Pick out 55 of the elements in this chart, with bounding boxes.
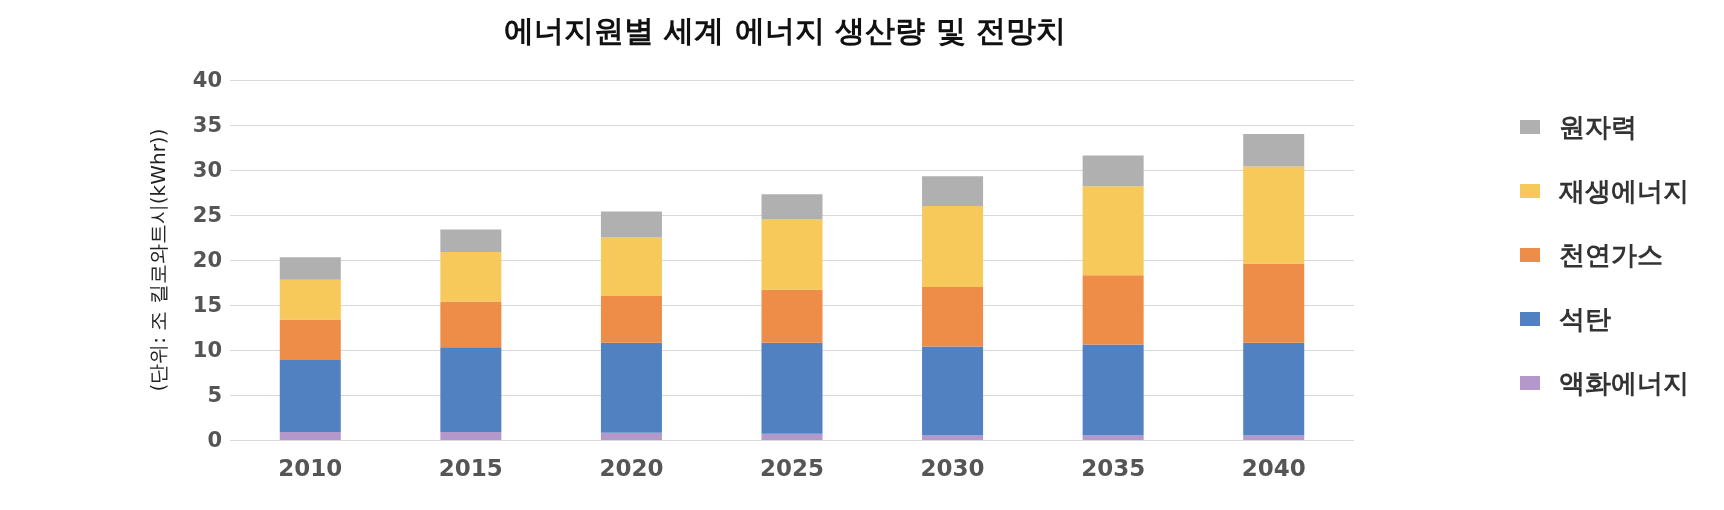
bar — [279, 279, 341, 320]
bar — [761, 219, 823, 290]
bar — [440, 301, 502, 348]
bar — [761, 433, 823, 440]
y-tick-label: 0 — [207, 428, 222, 452]
bar — [279, 319, 341, 360]
bar — [761, 342, 823, 434]
bar — [279, 359, 341, 432]
bar — [600, 342, 662, 433]
bar — [279, 431, 341, 440]
legend-label: 원자력 — [1559, 112, 1637, 142]
bar — [1243, 134, 1305, 167]
y-axis-title: (단위: 조 킬로와트시(kWhr)) — [146, 128, 170, 392]
x-tick-label: 2015 — [438, 454, 503, 481]
bar — [922, 206, 984, 287]
x-tick-label: 2020 — [599, 454, 664, 481]
bar — [1243, 166, 1305, 264]
bar — [440, 229, 502, 252]
x-tick-label: 2010 — [278, 454, 343, 481]
legend-label: 석탄 — [1559, 304, 1611, 334]
legend-label: 액화에너지 — [1559, 368, 1689, 398]
x-tick-label: 2025 — [759, 454, 825, 481]
x-tick-label: 2030 — [920, 454, 985, 481]
bar — [440, 347, 502, 432]
bar — [1082, 275, 1144, 345]
x-tick-label: 2035 — [1081, 454, 1146, 481]
bar — [761, 289, 823, 343]
y-tick-label: 20 — [192, 248, 222, 272]
bar — [1082, 186, 1144, 276]
y-tick-label: 25 — [192, 203, 222, 227]
bar — [600, 296, 662, 343]
bar — [1243, 263, 1305, 343]
y-tick-label: 15 — [192, 293, 222, 317]
bar — [440, 431, 502, 440]
bar — [600, 237, 662, 296]
chart-title: 에너지원별 세계 에너지 생산량 및 전망치 — [503, 12, 1067, 48]
bar — [440, 251, 502, 302]
y-tick-label: 10 — [192, 338, 222, 362]
y-tick-label: 5 — [207, 383, 222, 407]
bar — [922, 346, 984, 436]
x-tick-label: 2040 — [1241, 454, 1306, 481]
bar — [922, 287, 984, 347]
bar — [761, 194, 823, 220]
y-tick-label: 30 — [192, 158, 222, 182]
y-tick-label: 35 — [192, 113, 222, 137]
bar — [1243, 342, 1305, 436]
bar — [922, 176, 984, 206]
bar — [600, 432, 662, 440]
bar — [1082, 344, 1144, 436]
bar — [1082, 155, 1144, 187]
legend-label: 재생에너지 — [1558, 176, 1689, 206]
legend-label: 천연가스 — [1559, 240, 1663, 270]
bar — [600, 211, 662, 238]
y-tick-label: 40 — [192, 68, 222, 92]
bar — [279, 257, 341, 280]
